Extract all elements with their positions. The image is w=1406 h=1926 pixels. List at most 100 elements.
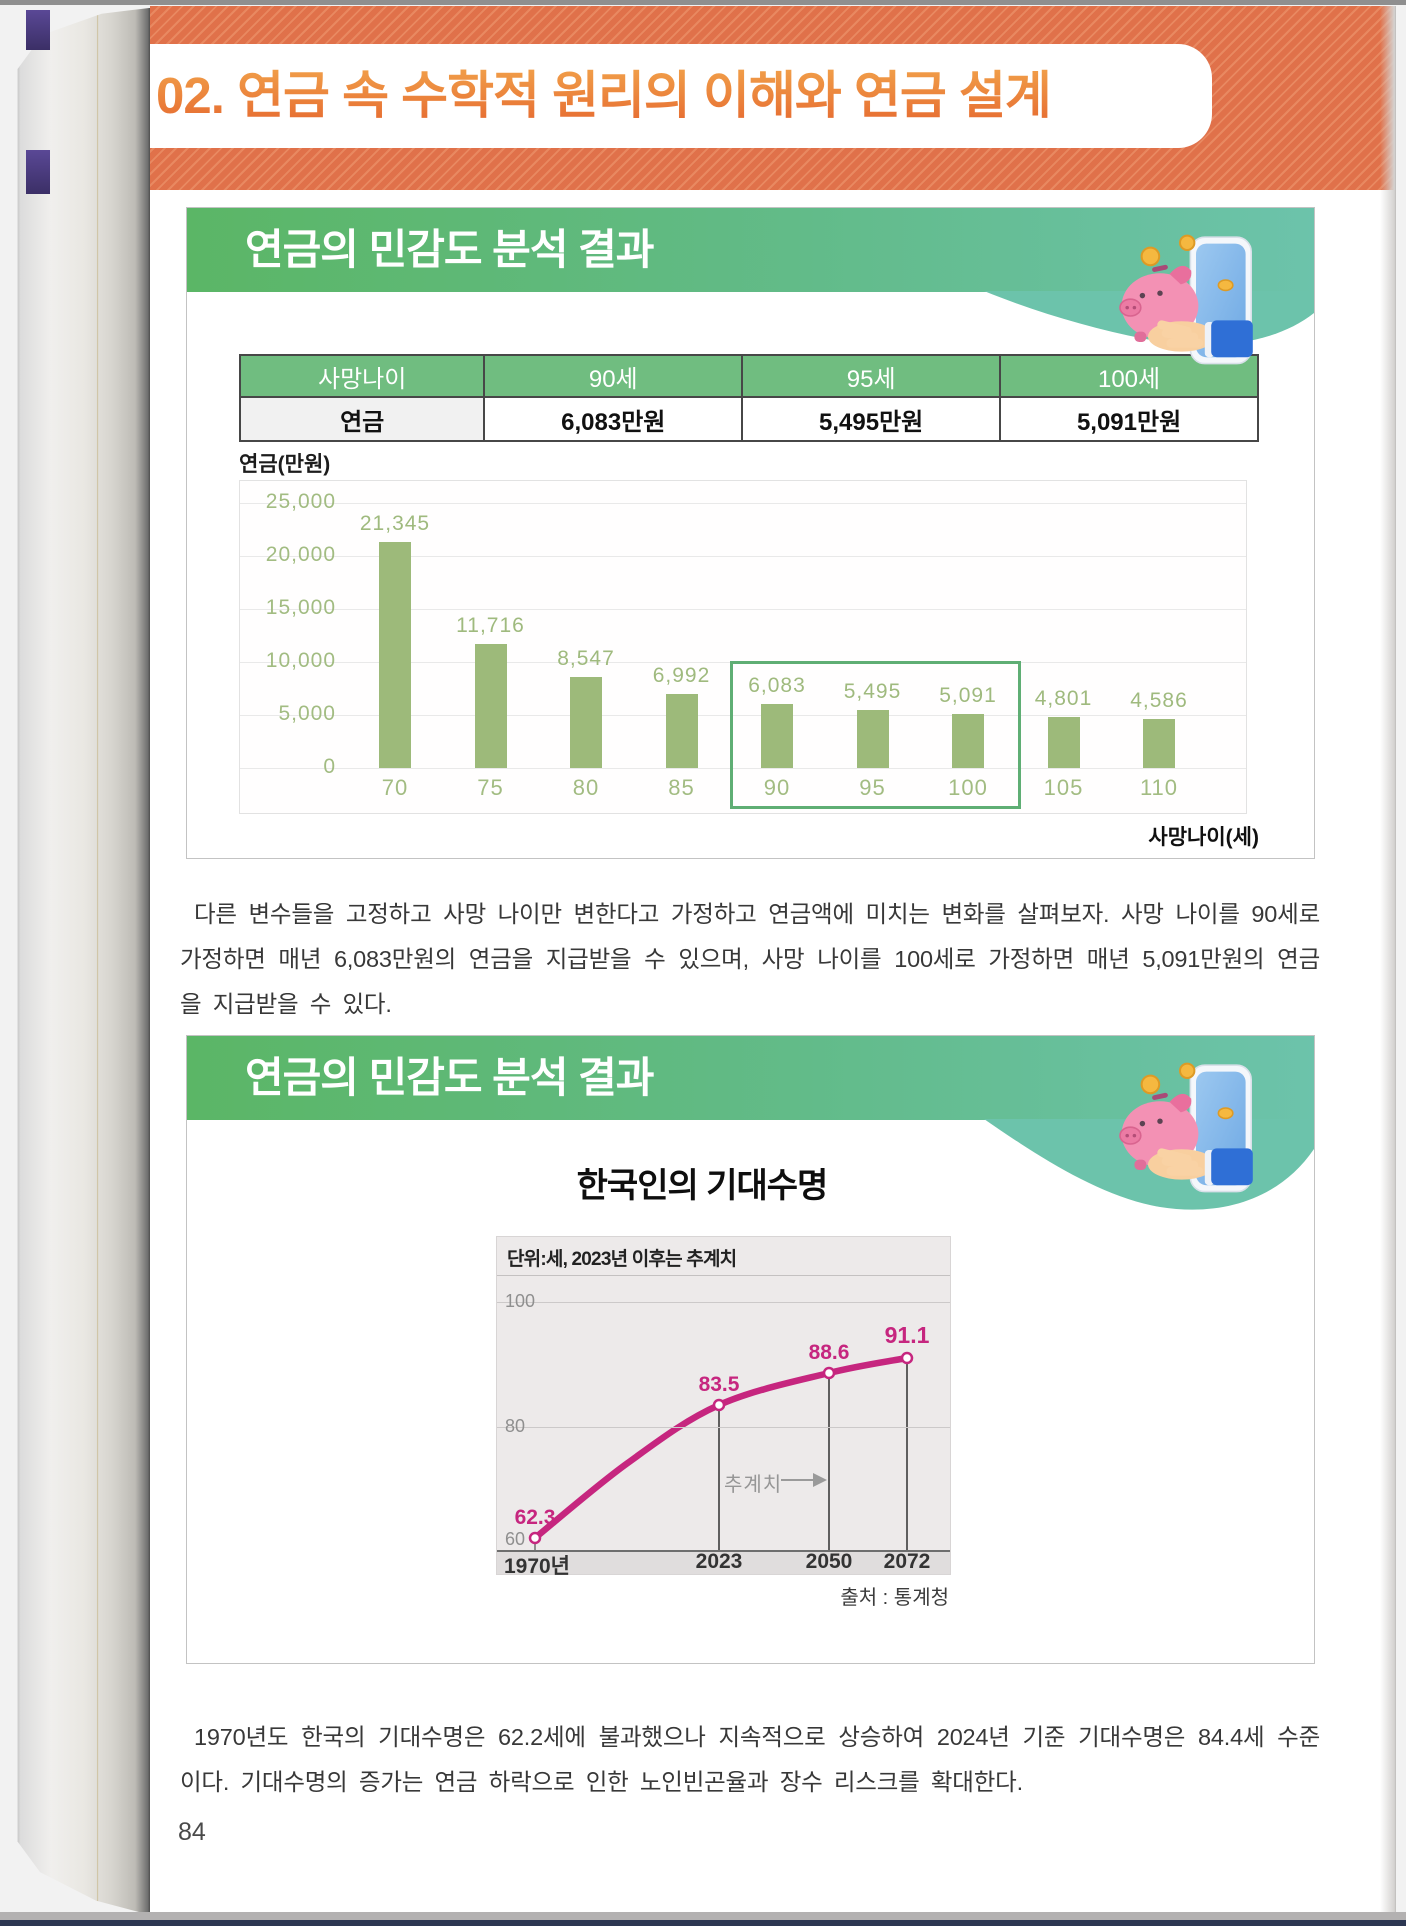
x-axis-tick-label: 110 [1139, 775, 1179, 800]
body-paragraph-1: 다른 변수들을 고정하고 사망 나이만 변한다고 가정하고 연금액에 미치는 변… [180, 900, 1320, 1017]
line-chart-title: 한국인의 기대수명 [576, 1167, 829, 1205]
data-point-marker [712, 1398, 726, 1412]
bar [761, 704, 793, 768]
y-axis-tick-label: 60 [505, 1529, 526, 1549]
chapter-title: 02. 연금 속 수학적 원리의 이해와 연금 설계 [156, 44, 1196, 148]
table-cell: 5,495만원 [741, 396, 1002, 442]
x-axis-baseline [497, 1550, 950, 1552]
bar [1047, 717, 1080, 768]
chart-unit-note: 단위:세, 2023년 이후는 추계치 [507, 1249, 737, 1270]
bar-value-label: 21,345 [359, 512, 431, 535]
spine-purple-band [26, 10, 50, 50]
bar-value-label: 6,083 [748, 674, 806, 697]
table-cell: 5,091만원 [999, 396, 1259, 442]
card-header-band: 연금의 민감도 분석 결과 [187, 1036, 1314, 1120]
x-axis-tick-label: 105 [1043, 775, 1084, 800]
bar-chart-y-axis-title: 연금(만원) [239, 453, 331, 476]
sensitivity-analysis-card-1: 연금의 민감도 분석 결과 [186, 207, 1315, 859]
page-number: 84 [178, 1818, 206, 1846]
bar-value-label: 4,586 [1130, 689, 1188, 712]
table-header-row: 사망나이 90세 95세 100세 [238, 354, 1259, 398]
chart-source: 출처 : 통계청 [840, 1587, 949, 1609]
table-header-cell: 95세 [741, 354, 1002, 398]
x-axis-tick-label: 100 [948, 775, 988, 800]
bar-value-label: 5,091 [939, 684, 997, 707]
gridline [497, 1302, 950, 1303]
x-axis-tick-label: 90 [763, 775, 791, 800]
bar-value-label: 4,801 [1034, 687, 1093, 710]
bar-value-label: 8,547 [557, 647, 615, 670]
bar-value-label: 5,495 [843, 680, 902, 703]
x-axis-tick-label: 70 [381, 775, 409, 800]
life-expectancy-line-chart: 단위:세, 2023년 이후는 추계치 추계치 100 80 60 1970년 2023… [496, 1236, 951, 1578]
card-header-band: 연금의 민감도 분석 결과 [187, 208, 1314, 292]
x-axis-tick-label: 2050 [805, 1550, 853, 1573]
bar [570, 677, 602, 768]
body-paragraph-2: 1970년도 한국의 기대수명은 62.2세에 불과했으나 지속적으로 상승하여… [180, 1723, 1320, 1795]
window-bottom-bar [0, 1920, 1406, 1926]
page-right-edge-shadow [1380, 6, 1396, 1914]
bar-value-label: 11,716 [456, 614, 525, 637]
table-header-cell: 90세 [483, 354, 744, 398]
x-axis-tick-label: 2023 [695, 1550, 743, 1573]
page-bottom-shadow [0, 1912, 1406, 1920]
x-axis-tick-label: 85 [668, 775, 695, 800]
y-axis-tick-label: 20,000 [265, 543, 336, 566]
bar [856, 710, 889, 768]
piggy-bank-phone-graphic [1119, 234, 1253, 365]
data-point-marker [528, 1531, 542, 1545]
gridline [240, 556, 1246, 557]
y-axis-tick-label: 15,000 [265, 596, 336, 619]
bar-value-label: 6,992 [652, 664, 711, 687]
x-axis-band [497, 1552, 950, 1574]
y-axis-tick-label: 0 [323, 755, 336, 778]
x-axis-tick-label: 95 [859, 775, 886, 800]
highlight-box [730, 661, 1021, 809]
gridline [240, 609, 1246, 610]
pension-sensitivity-table: 사망나이 90세 95세 100세 연금 6,083만원 5,495만원 5,091만원 [238, 354, 1259, 442]
annotation-arrow-icon [813, 1473, 827, 1487]
document-page: 02. 연금 속 수학적 원리의 이해와 연금 설계 연금의 민감도 분석 결과 [150, 6, 1396, 1914]
piggy-bank-phone-icon [1104, 232, 1256, 380]
book-page-stack-edge [17, 8, 152, 1914]
projection-annotation: 추계치 [724, 1474, 783, 1496]
y-axis-tick-label: 10,000 [265, 649, 336, 672]
point-value-label: 88.6 [808, 1341, 850, 1364]
chapter-title-plate: 02. 연금 속 수학적 원리의 이해와 연금 설계 [150, 44, 1212, 148]
bar [952, 714, 984, 768]
bar [379, 542, 411, 768]
gridline [497, 1427, 950, 1428]
point-value-label: 83.5 [698, 1373, 740, 1396]
sensitivity-analysis-card-2: 연금의 민감도 분석 결과 한국인의 기대수명 [186, 1035, 1315, 1664]
x-axis-tick-label: 75 [477, 775, 504, 800]
card-title: 연금의 민감도 분석 결과 [245, 226, 654, 273]
x-axis-tick-label: 1970년 [503, 1555, 571, 1578]
x-axis-tick-label: 80 [572, 775, 600, 800]
gridline [240, 768, 1246, 769]
y-axis-tick-label: 5,000 [278, 702, 336, 725]
table-cell: 6,083만원 [483, 396, 744, 442]
y-axis-tick-label: 25,000 [265, 490, 336, 513]
gridline [240, 503, 1246, 504]
bar [665, 694, 698, 768]
window-top-edge [0, 0, 1406, 5]
chapter-banner: 02. 연금 속 수학적 원리의 이해와 연금 설계 [150, 6, 1396, 190]
table-header-cell: 사망나이 [238, 354, 486, 398]
bar [474, 644, 507, 768]
data-point-marker [822, 1366, 836, 1380]
table-row-label: 연금 [238, 396, 486, 442]
line-chart-canvas [528, 1351, 914, 1550]
bar-chart-x-axis-title: 사망나이(세) [1148, 826, 1259, 849]
point-value-label: 91.1 [884, 1322, 930, 1348]
point-value-label: 62.3 [514, 1506, 556, 1529]
y-axis-tick-label: 100 [505, 1291, 536, 1311]
piggy-bank-phone-icon [1104, 1060, 1256, 1208]
gridline [240, 715, 1246, 716]
table-row: 연금 6,083만원 5,495만원 5,091만원 [238, 396, 1259, 442]
card-title: 연금의 민감도 분석 결과 [245, 1054, 654, 1101]
bar [1143, 719, 1175, 768]
data-point-marker [900, 1351, 914, 1365]
x-axis-tick-label: 2072 [883, 1550, 931, 1573]
table-body: 연금 6,083만원 5,495만원 5,091만원 [238, 396, 1259, 442]
